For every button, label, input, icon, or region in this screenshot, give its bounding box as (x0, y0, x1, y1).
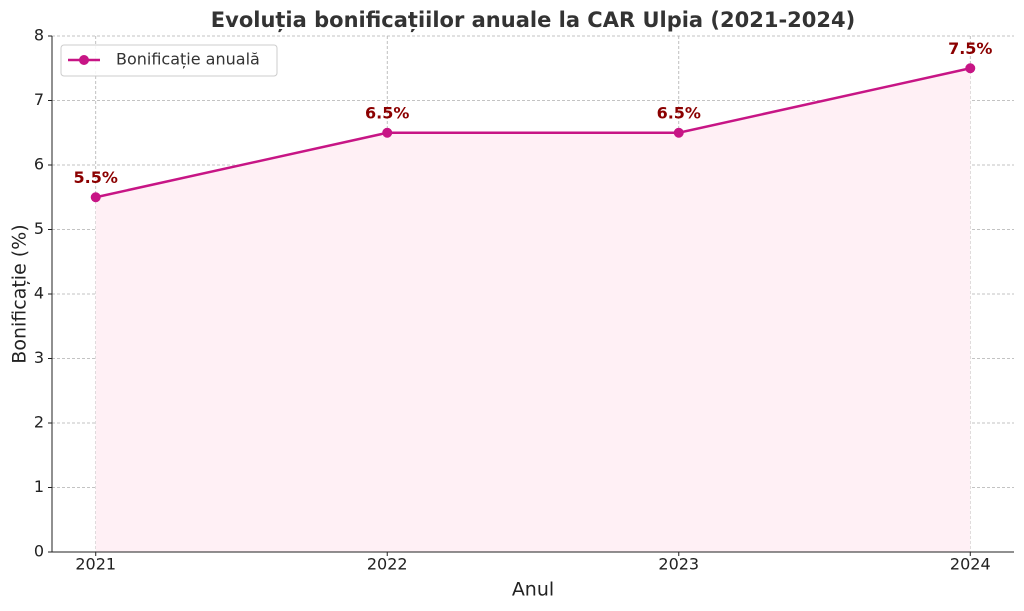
point (382, 127, 393, 138)
value-label: 6.5% (657, 103, 701, 122)
y-tick-label: 5 (34, 219, 44, 238)
legend-marker (79, 55, 89, 65)
area-fill (95, 68, 971, 552)
y-axis-label: Bonificație (%) (9, 224, 31, 363)
y-tick-label: 0 (34, 542, 44, 561)
y-tick-label: 2 (34, 413, 44, 432)
legend-box (60, 44, 278, 77)
x-tick-label: 2023 (658, 555, 699, 574)
x-axis-label: Anul (512, 579, 554, 601)
x-tick-label: 2021 (75, 555, 116, 574)
x-tick-label: 2022 (367, 555, 408, 574)
y-tick-label: 3 (34, 348, 44, 367)
y-tick-label: 4 (34, 284, 44, 303)
point (673, 127, 684, 138)
y-tick-label: 6 (34, 155, 44, 174)
chart-title: Evoluția bonificațiilor anuale la CAR Ul… (211, 8, 855, 33)
value-label: 6.5% (365, 103, 409, 122)
line (95, 67, 971, 199)
x-tick-label: 2024 (950, 555, 991, 574)
value-label: 7.5% (948, 39, 992, 58)
point (965, 63, 976, 74)
y-tick-label: 8 (34, 26, 44, 45)
legend: Bonificație anuală (60, 44, 278, 77)
y-tick-label: 7 (34, 90, 44, 109)
y-tick-label: 1 (34, 477, 44, 496)
value-label: 5.5% (74, 168, 118, 187)
point (90, 192, 101, 203)
legend-label: Bonificație anuală (116, 50, 260, 69)
